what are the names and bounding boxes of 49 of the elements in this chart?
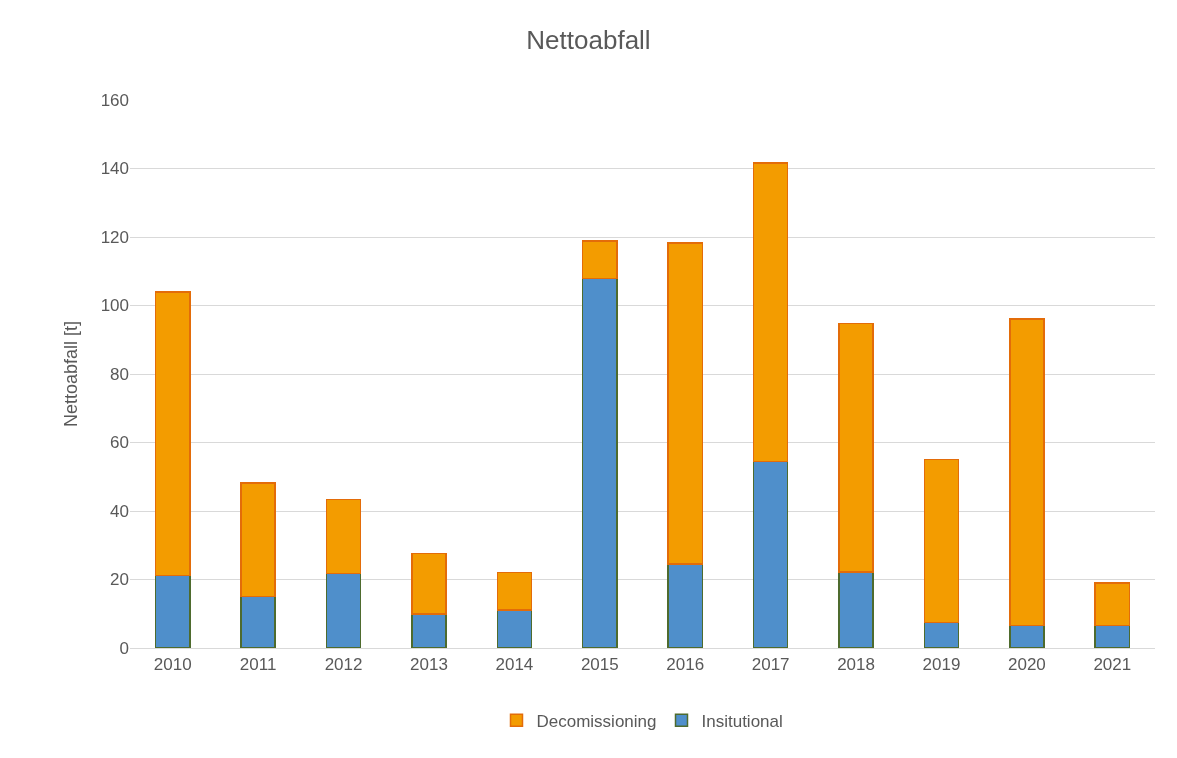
x-tick-label: 2011 (239, 654, 277, 674)
x-tick-label: 2020 (1007, 654, 1046, 674)
x-tick-label: 2010 (153, 654, 192, 674)
x-tick-label: 2016 (666, 654, 705, 674)
y-tick-label: 120 (100, 227, 129, 247)
x-tick-label: 2017 (751, 654, 790, 674)
bar (1094, 624, 1131, 648)
legend-label: Insitutional (701, 711, 783, 731)
y-axis-title: Nettoabfall [t] (60, 320, 81, 428)
bar (240, 482, 276, 598)
bar (496, 609, 533, 648)
y-tick-label: 160 (100, 90, 129, 110)
bar (411, 613, 447, 648)
x-tick-label: 2014 (495, 654, 534, 674)
x-tick-label: 2018 (837, 654, 875, 674)
bar (838, 571, 874, 648)
bar (411, 552, 447, 615)
bar (154, 574, 191, 648)
bar (581, 240, 618, 280)
bar (154, 291, 191, 577)
y-tick-label: 20 (110, 570, 129, 590)
bar (240, 595, 276, 648)
y-tick-label: 80 (110, 364, 129, 384)
bar (325, 498, 362, 575)
bar (752, 162, 789, 463)
bar (667, 563, 704, 648)
bar (325, 572, 362, 648)
bar (838, 322, 874, 573)
bar (581, 277, 618, 648)
y-tick-label: 40 (110, 501, 129, 521)
y-tick-label: 140 (100, 159, 129, 179)
bar (923, 621, 960, 648)
x-tick-label: 2021 (1093, 654, 1132, 674)
bar (667, 242, 704, 565)
legend-label: Decomissioning (536, 711, 657, 731)
x-tick-label: 2012 (324, 654, 363, 674)
bar (1009, 624, 1045, 648)
y-tick-label: 0 (119, 638, 129, 658)
x-tick-label: 2019 (922, 654, 961, 674)
y-tick-label: 60 (110, 433, 129, 453)
bar (752, 460, 789, 648)
x-tick-label: 2015 (580, 654, 619, 674)
bar (1009, 318, 1045, 627)
bar (496, 571, 533, 611)
y-tick-label: 100 (100, 296, 129, 316)
x-tick-label: 2013 (410, 654, 448, 674)
bar (1094, 582, 1131, 627)
chart-title: Nettoabfall (526, 24, 651, 55)
bar (923, 458, 960, 624)
